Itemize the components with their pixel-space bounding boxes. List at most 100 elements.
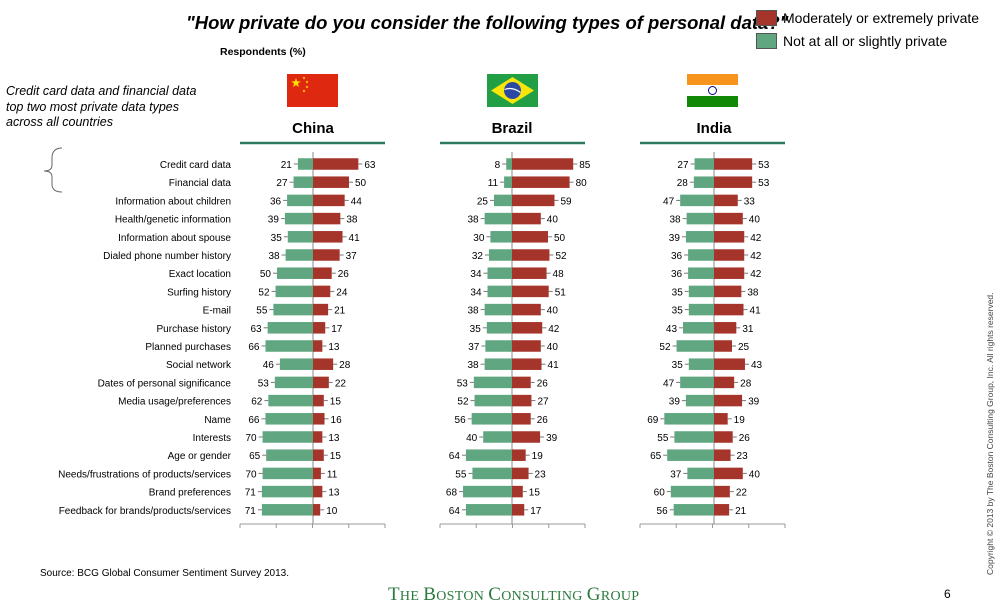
data-label-private: 41: [750, 306, 762, 317]
data-label-not-private: 21: [281, 160, 293, 171]
bar-private: [512, 231, 548, 243]
bar-private: [512, 212, 541, 225]
bar-not-private: [688, 267, 714, 279]
bar-private: [714, 231, 745, 243]
bar-not-private: [688, 358, 714, 370]
data-label-private: 17: [331, 324, 343, 335]
bar-private: [512, 449, 526, 461]
data-label-private: 40: [547, 215, 559, 226]
bar-not-private: [693, 176, 714, 188]
bar-not-private: [490, 231, 512, 243]
bar-private: [313, 358, 334, 370]
chart-title: "How private do you consider the followi…: [186, 12, 789, 33]
bar-private: [512, 504, 525, 516]
bar-private: [313, 467, 321, 480]
data-label-not-private: 70: [245, 469, 257, 480]
data-label-private: 51: [555, 287, 567, 298]
bar-private: [512, 303, 541, 316]
china-flag-star: [302, 89, 306, 93]
data-label-private: 33: [744, 196, 756, 207]
data-label-not-private: 70: [245, 433, 257, 444]
data-label-private: 26: [537, 378, 549, 389]
bar-private: [714, 194, 738, 207]
data-label-not-private: 35: [470, 324, 482, 335]
data-label-not-private: 35: [271, 233, 283, 244]
category-label: Health/genetic information: [115, 215, 231, 226]
bar-not-private: [664, 413, 714, 425]
data-label-not-private: 68: [446, 488, 458, 499]
bar-private: [714, 504, 730, 516]
data-label-not-private: 39: [669, 233, 681, 244]
bar-private: [714, 158, 753, 170]
bar-not-private: [494, 194, 512, 207]
data-label-private: 40: [749, 469, 761, 480]
bar-not-private: [266, 449, 313, 461]
bar-not-private: [484, 358, 512, 370]
legend-swatch-not-private: [756, 33, 777, 49]
category-label: Credit card data: [160, 160, 232, 171]
data-label-not-private: 55: [455, 469, 467, 480]
data-label-not-private: 37: [670, 469, 682, 480]
data-label-not-private: 71: [245, 506, 257, 517]
data-label-private: 42: [548, 324, 560, 335]
bar-private: [714, 485, 730, 498]
data-label-private: 63: [364, 160, 376, 171]
data-label-private: 15: [330, 451, 342, 462]
data-label-private: 59: [560, 196, 572, 207]
bar-private: [313, 376, 329, 389]
bar-private: [714, 176, 753, 188]
bar-not-private: [465, 504, 512, 516]
bar-not-private: [465, 449, 512, 461]
bar-private: [313, 485, 323, 498]
data-label-not-private: 65: [249, 451, 261, 462]
legend-item-not-private: Not at all or slightly private: [756, 33, 947, 49]
data-label-not-private: 39: [669, 397, 681, 408]
china-flag-star: [291, 78, 301, 88]
data-label-not-private: 63: [251, 324, 263, 335]
bar-not-private: [694, 158, 714, 170]
data-label-private: 39: [546, 433, 558, 444]
annotation-text: Credit card data and financial data top …: [6, 84, 197, 129]
bar-not-private: [484, 212, 512, 225]
data-label-private: 23: [737, 451, 749, 462]
category-label: Feedback for brands/products/services: [59, 506, 231, 517]
annotation-brace: [43, 147, 63, 193]
bar-private: [512, 485, 523, 498]
category-label: Information about children: [115, 196, 231, 207]
data-label-private: 22: [736, 488, 748, 499]
bar-not-private: [486, 322, 512, 334]
bar-not-private: [473, 376, 512, 389]
category-label: Planned purchases: [145, 342, 231, 353]
data-label-not-private: 8: [495, 160, 501, 171]
bar-private: [512, 413, 531, 425]
bar-private: [512, 249, 550, 261]
data-label-not-private: 28: [677, 178, 689, 189]
data-label-private: 38: [346, 215, 358, 226]
legend-label-private: Moderately or extremely private: [783, 10, 980, 26]
category-label: Name: [204, 415, 231, 426]
bar-not-private: [688, 285, 714, 298]
data-label-not-private: 35: [672, 306, 684, 317]
bar-private: [313, 176, 349, 188]
bar-not-private: [688, 249, 714, 261]
source-note: Source: BCG Global Consumer Sentiment Su…: [40, 568, 290, 579]
data-label-not-private: 25: [477, 196, 489, 207]
brazil-flag-band: [504, 87, 521, 93]
data-label-private: 42: [750, 233, 762, 244]
bar-private: [714, 303, 744, 316]
data-label-private: 42: [750, 269, 762, 280]
india-flag-chakra: [708, 86, 717, 95]
bar-not-private: [686, 212, 714, 225]
bar-not-private: [685, 394, 714, 407]
data-label-private: 22: [335, 378, 347, 389]
data-label-private: 19: [532, 451, 544, 462]
bar-private: [313, 504, 321, 516]
data-label-private: 11: [327, 469, 338, 480]
bar-private: [313, 212, 341, 225]
data-label-private: 52: [555, 251, 567, 262]
bar-not-private: [680, 194, 714, 207]
data-label-private: 13: [328, 433, 340, 444]
data-label-not-private: 27: [276, 178, 288, 189]
data-label-not-private: 60: [654, 488, 666, 499]
india-flag: [687, 74, 738, 85]
